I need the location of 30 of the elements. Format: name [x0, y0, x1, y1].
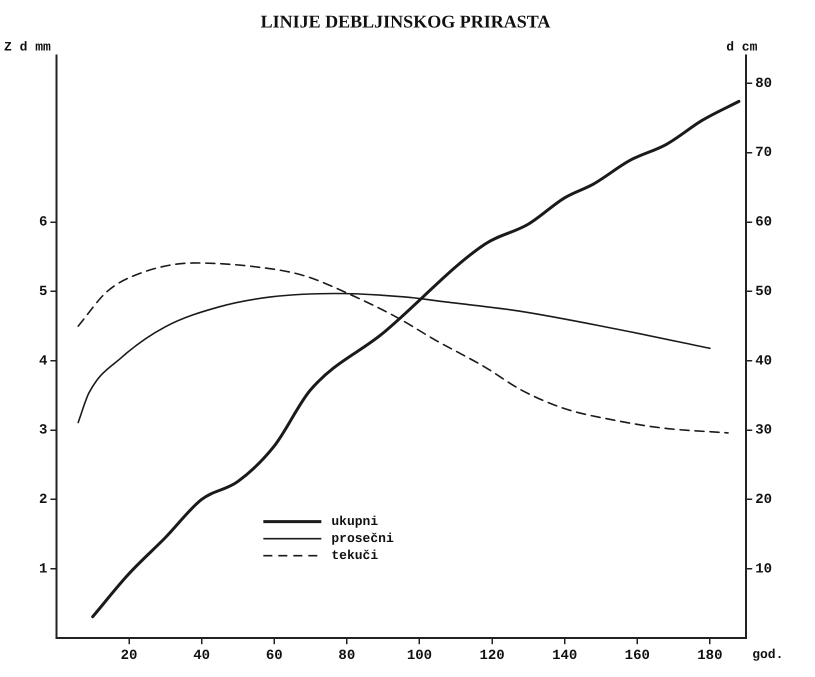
y2-tick-label: 40 [755, 353, 772, 370]
x-axis-title: god. [752, 646, 784, 662]
x-tick-label: 20 [120, 648, 138, 664]
y2-tick-label: 70 [755, 145, 772, 162]
y2-tick-label: 80 [755, 76, 772, 92]
y-tick-label: 2 [38, 492, 48, 508]
chart-title: LINIJE DEBLJINSKOG PRIRASTA [260, 11, 550, 32]
y-tick-label: 4 [38, 353, 48, 370]
y-tick-label: 1 [38, 561, 48, 578]
y-axis-title: Z d mm [4, 39, 52, 54]
y2-tick-label: 50 [755, 284, 772, 300]
y2-tick-label: 30 [755, 422, 772, 439]
y2-tick-label: 60 [755, 214, 772, 231]
x-tick-label: 40 [193, 648, 210, 664]
legend-label: tekuči [331, 548, 378, 563]
y-tick-label: 3 [38, 422, 48, 439]
x-tick-label: 60 [266, 648, 283, 664]
legend-label: prosečni [331, 530, 394, 546]
y2-tick-label: 10 [755, 561, 772, 578]
x-tick-label: 140 [552, 648, 578, 664]
legend-label: ukupni [331, 514, 378, 529]
y2-axis-title: d cm [726, 39, 758, 54]
x-tick-label: 120 [479, 648, 505, 664]
x-tick-label: 160 [624, 648, 650, 664]
x-tick-label: 80 [338, 648, 356, 664]
y2-tick-label: 20 [755, 492, 772, 508]
x-tick-label: 180 [697, 648, 722, 664]
x-tick-label: 100 [406, 648, 432, 664]
y-tick-label: 6 [38, 214, 48, 231]
y-tick-label: 5 [38, 284, 48, 300]
